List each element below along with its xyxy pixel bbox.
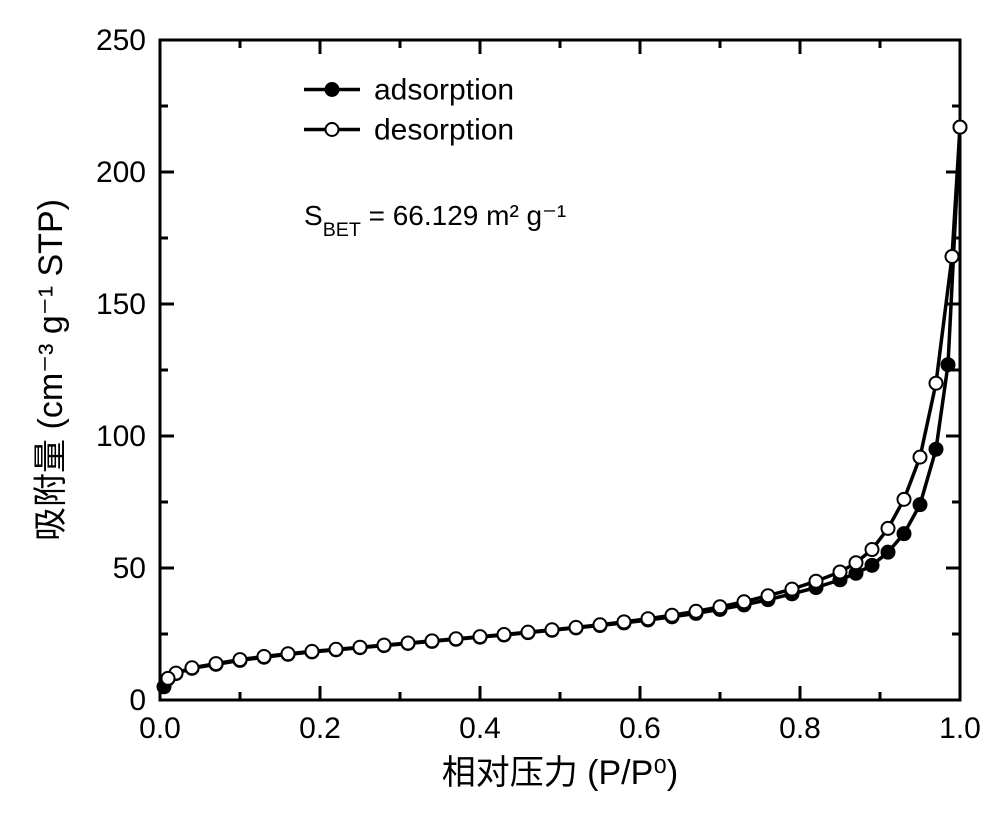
x-tick-label: 0.6 (619, 712, 661, 745)
series-marker-adsorption (942, 358, 955, 371)
series-marker-desorption (402, 636, 415, 649)
series-marker-adsorption (914, 498, 927, 511)
series-marker-desorption (762, 589, 775, 602)
x-axis-title: 相对压力 (P/P⁰) (442, 754, 679, 792)
series-marker-desorption (258, 650, 271, 663)
y-tick-label: 50 (113, 552, 146, 585)
series-marker-desorption (642, 612, 655, 625)
series-marker-desorption (378, 639, 391, 652)
series-marker-desorption (450, 632, 463, 645)
series-marker-desorption (354, 641, 367, 654)
series-marker-desorption (954, 121, 967, 134)
series-marker-desorption (162, 672, 175, 685)
series-marker-desorption (186, 661, 199, 674)
series-marker-desorption (282, 647, 295, 660)
series-marker-desorption (594, 618, 607, 631)
series-marker-desorption (898, 493, 911, 506)
y-tick-label: 200 (96, 156, 146, 189)
isotherm-chart: 0.00.20.40.60.81.0050100150200250相对压力 (P… (0, 0, 1000, 824)
series-marker-desorption (306, 645, 319, 658)
x-tick-label: 1.0 (939, 712, 981, 745)
y-tick-label: 100 (96, 420, 146, 453)
series-marker-desorption (522, 626, 535, 639)
y-tick-label: 250 (96, 24, 146, 57)
series-marker-desorption (570, 621, 583, 634)
series-marker-desorption (946, 250, 959, 263)
series-marker-adsorption (930, 443, 943, 456)
x-tick-label: 0.2 (299, 712, 341, 745)
series-marker-desorption (930, 377, 943, 390)
series-marker-desorption (330, 643, 343, 656)
y-tick-label: 0 (129, 684, 146, 717)
series-marker-desorption (498, 628, 511, 641)
series-marker-desorption (866, 543, 879, 556)
series-marker-desorption (914, 451, 927, 464)
series-marker-desorption (714, 600, 727, 613)
series-marker-adsorption (882, 546, 895, 559)
series-marker-desorption (618, 615, 631, 628)
legend-marker-adsorption (326, 83, 339, 96)
series-marker-desorption (234, 653, 247, 666)
series-marker-desorption (850, 556, 863, 569)
series-marker-desorption (426, 634, 439, 647)
legend-label-desorption: desorption (374, 114, 514, 147)
series-marker-adsorption (866, 559, 879, 572)
series-marker-desorption (738, 595, 751, 608)
x-tick-label: 0.4 (459, 712, 501, 745)
series-marker-desorption (810, 575, 823, 588)
y-axis-title: 吸附量 (cm⁻³ g⁻¹ STP) (32, 199, 70, 541)
series-marker-desorption (834, 565, 847, 578)
series-marker-desorption (474, 630, 487, 643)
x-tick-label: 0.8 (779, 712, 821, 745)
series-marker-adsorption (898, 527, 911, 540)
legend-label-adsorption: adsorption (374, 74, 514, 107)
series-marker-desorption (690, 605, 703, 618)
series-marker-desorption (786, 583, 799, 596)
series-marker-desorption (546, 623, 559, 636)
y-tick-label: 150 (96, 288, 146, 321)
series-marker-desorption (210, 657, 223, 670)
series-marker-desorption (666, 609, 679, 622)
series-marker-desorption (882, 522, 895, 535)
legend-marker-desorption (326, 123, 339, 136)
chart-container: 0.00.20.40.60.81.0050100150200250相对压力 (P… (0, 0, 1000, 824)
